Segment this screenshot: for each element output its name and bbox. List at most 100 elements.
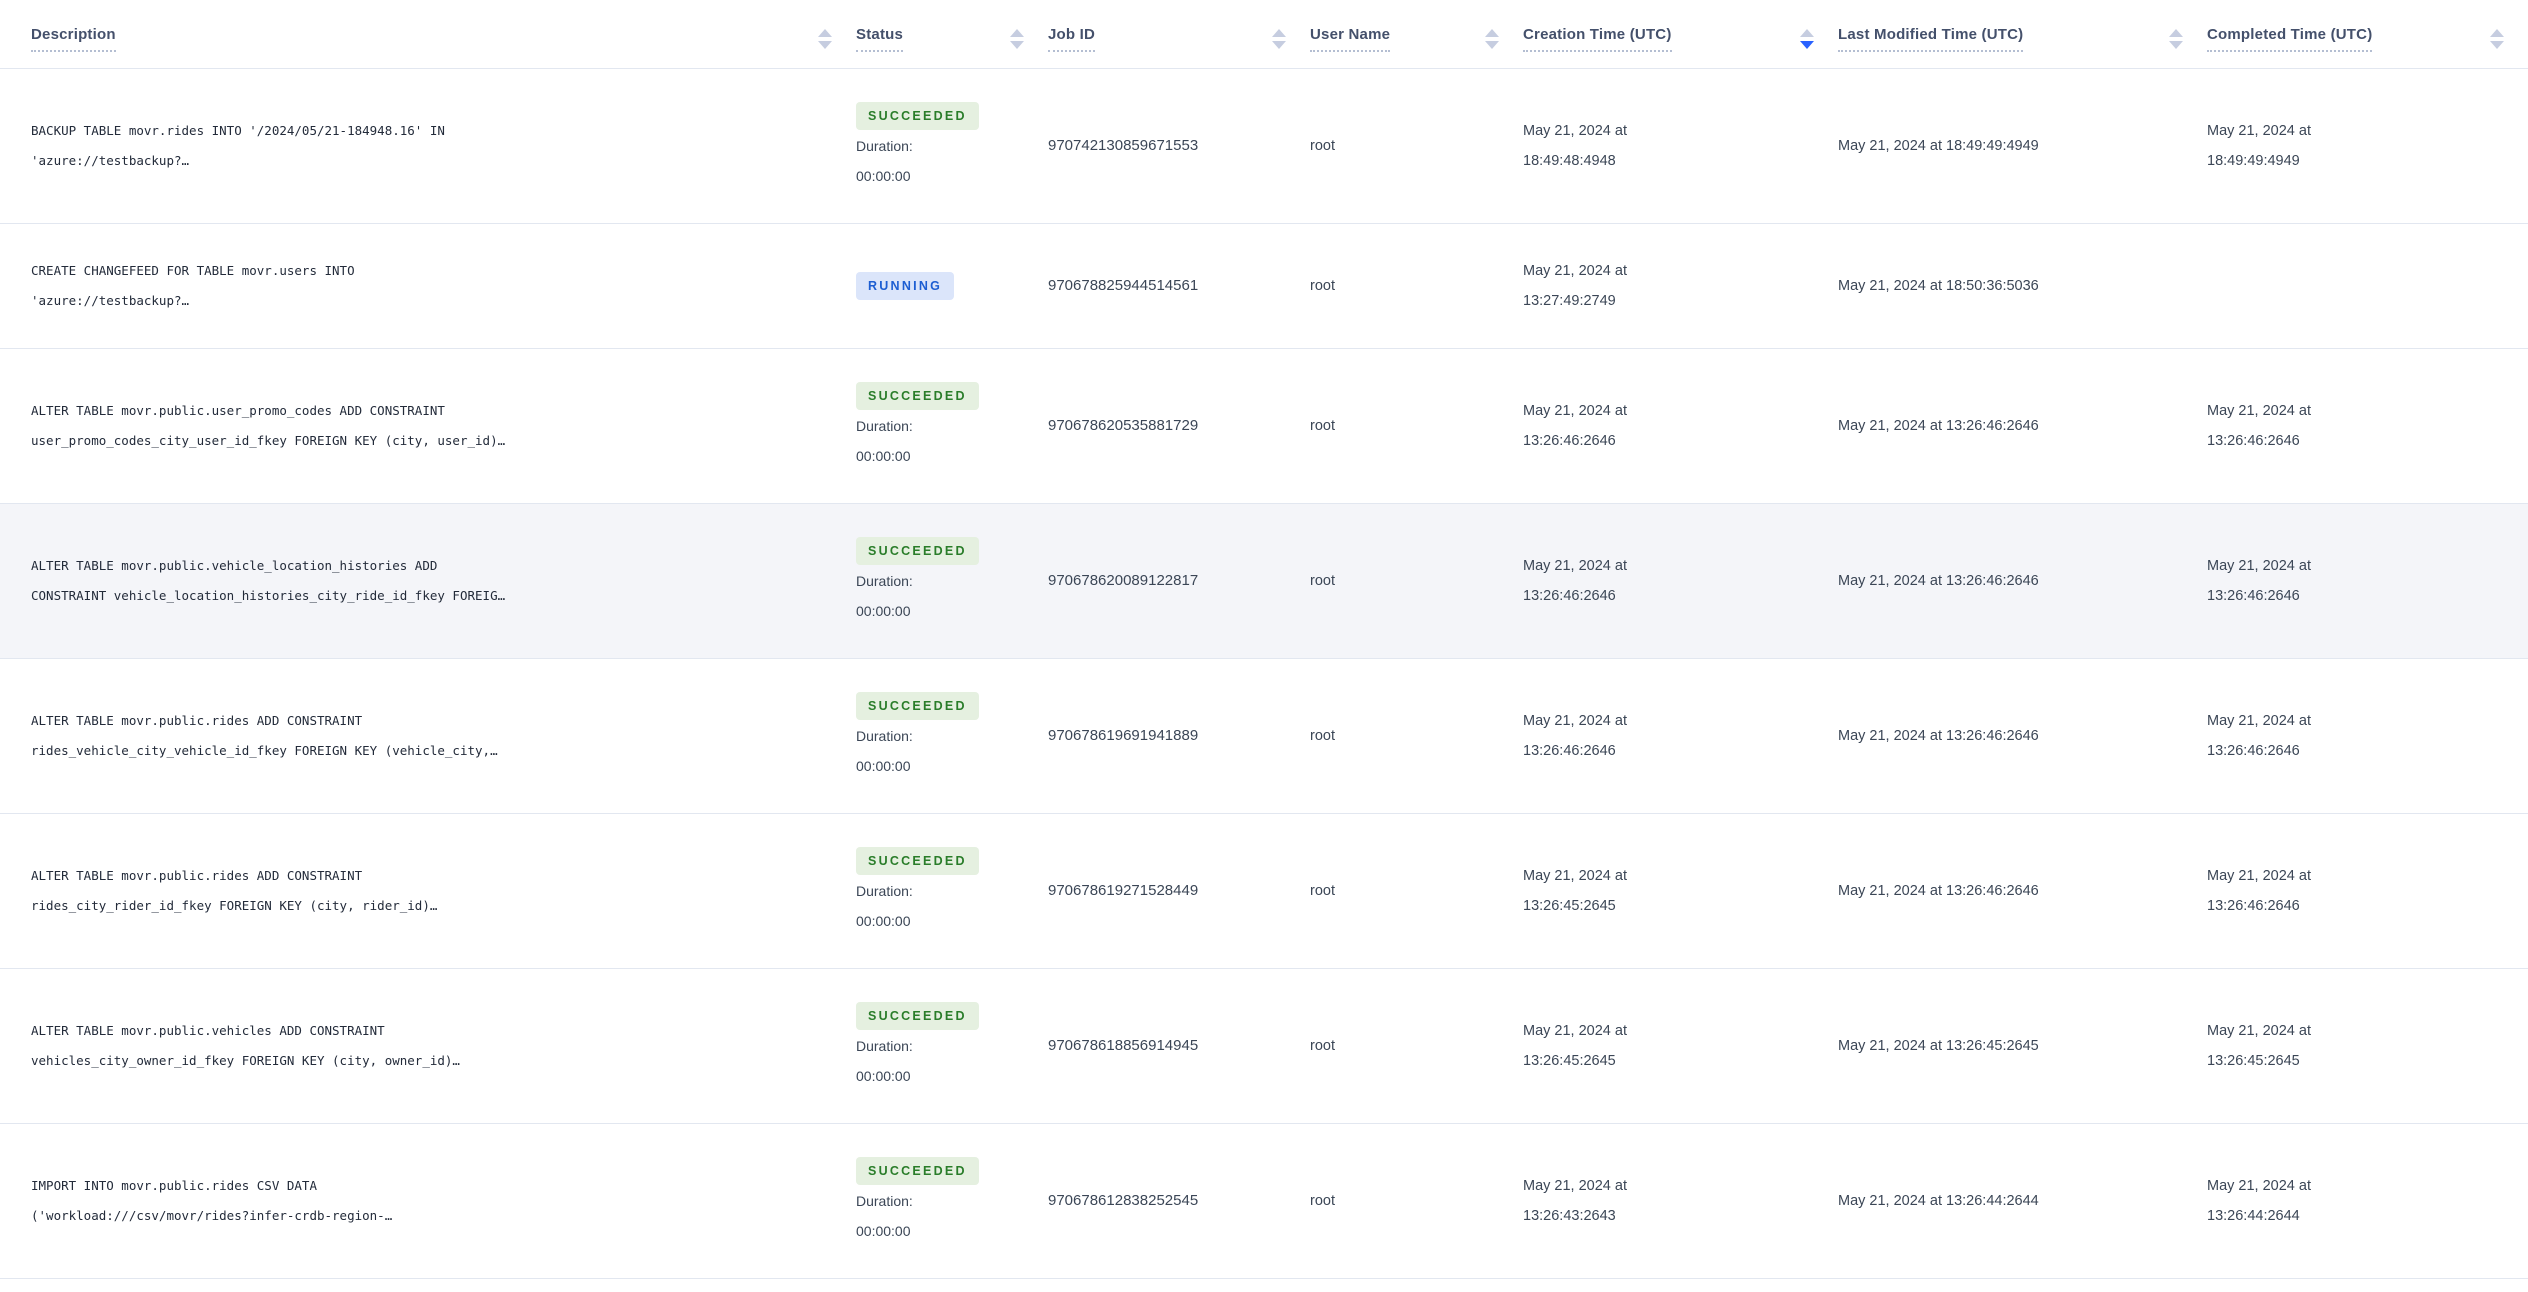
job-description-cell: ALTER TABLE movr.public.rides ADD CONSTR… <box>0 659 856 814</box>
column-header-last-modified-time[interactable]: Last Modified Time (UTC) <box>1838 0 2207 69</box>
column-header-label: Creation Time (UTC) <box>1523 26 1672 52</box>
job-description-link[interactable]: ALTER TABLE movr.public.vehicles ADD CON… <box>31 1023 460 1068</box>
job-description-cell: ALTER TABLE movr.public.rides ADD CONSTR… <box>0 814 856 969</box>
completed-time: May 21, 2024 at 18:49:49:4949 <box>2207 123 2311 169</box>
job-status-cell: SUCCEEDED Duration: 00:00:00 <box>856 69 1048 224</box>
column-header-label: User Name <box>1310 26 1391 52</box>
sort-icon <box>1485 29 1499 49</box>
job-description-link[interactable]: ALTER TABLE movr.public.vehicle_location… <box>31 558 506 603</box>
job-row: ALTER TABLE movr.public.rides ADD CONSTR… <box>0 814 2528 969</box>
job-duration: Duration: 00:00:00 <box>856 883 913 929</box>
column-header-job-id[interactable]: Job ID <box>1048 0 1310 69</box>
job-description-link[interactable]: ALTER TABLE movr.public.rides ADD CONSTR… <box>31 868 438 913</box>
creation-time: May 21, 2024 at 13:26:46:2646 <box>1523 558 1627 604</box>
status-badge: SUCCEEDED <box>856 382 979 410</box>
job-description-link[interactable]: ALTER TABLE movr.public.rides ADD CONSTR… <box>31 713 498 758</box>
last-modified-time: May 21, 2024 at 13:26:46:2646 <box>1838 418 2039 434</box>
job-description-cell: ALTER TABLE movr.public.vehicles ADD CON… <box>0 969 856 1124</box>
job-description-cell: BACKUP TABLE movr.rides INTO '/2024/05/2… <box>0 69 856 224</box>
job-id: 970678618856914945 <box>1048 1037 1199 1054</box>
user-name: root <box>1310 138 1335 154</box>
completed-time: May 21, 2024 at 13:26:46:2646 <box>2207 713 2311 759</box>
status-badge: SUCCEEDED <box>856 1157 979 1185</box>
job-row: ALTER TABLE movr.public.vehicles ADD CON… <box>0 969 2528 1124</box>
status-badge: SUCCEEDED <box>856 692 979 720</box>
job-status-cell: SUCCEEDED Duration: 00:00:00 <box>856 659 1048 814</box>
column-header-label: Description <box>31 26 116 52</box>
column-header-creation-time[interactable]: Creation Time (UTC) <box>1523 0 1838 69</box>
job-row: BACKUP TABLE movr.rides INTO '/2024/05/2… <box>0 69 2528 224</box>
sort-icon <box>1010 29 1024 49</box>
job-id: 970678620535881729 <box>1048 417 1199 434</box>
last-modified-time: May 21, 2024 at 18:49:49:4949 <box>1838 138 2039 154</box>
status-badge: SUCCEEDED <box>856 847 979 875</box>
job-status-cell: RUNNING <box>856 224 1048 349</box>
job-duration: Duration: 00:00:00 <box>856 1193 913 1239</box>
job-duration: Duration: 00:00:00 <box>856 138 913 184</box>
creation-time: May 21, 2024 at 13:26:45:2645 <box>1523 868 1627 914</box>
job-id: 970678825944514561 <box>1048 277 1199 294</box>
creation-time: May 21, 2024 at 13:26:43:2643 <box>1523 1178 1627 1224</box>
column-header-description[interactable]: Description <box>0 0 856 69</box>
completed-time: May 21, 2024 at 13:26:45:2645 <box>2207 1023 2311 1069</box>
sort-icon <box>2490 29 2504 49</box>
job-id: 970678619271528449 <box>1048 882 1199 899</box>
last-modified-time: May 21, 2024 at 18:50:36:5036 <box>1838 278 2039 294</box>
creation-time: May 21, 2024 at 13:27:49:2749 <box>1523 263 1627 309</box>
creation-time: May 21, 2024 at 13:26:46:2646 <box>1523 713 1627 759</box>
completed-time: May 21, 2024 at 13:26:44:2644 <box>2207 1178 2311 1224</box>
table-header-row: Description Status Job ID <box>0 0 2528 69</box>
completed-time: May 21, 2024 at 13:26:46:2646 <box>2207 558 2311 604</box>
job-id: 970678612838252545 <box>1048 1192 1199 1209</box>
sort-icon <box>1272 29 1286 49</box>
user-name: root <box>1310 418 1335 434</box>
column-header-label: Job ID <box>1048 26 1096 52</box>
column-header-label: Completed Time (UTC) <box>2207 26 2373 52</box>
job-description-link[interactable]: ALTER TABLE movr.public.user_promo_codes… <box>31 403 506 448</box>
job-row: ALTER TABLE movr.public.rides ADD CONSTR… <box>0 659 2528 814</box>
status-badge: SUCCEEDED <box>856 1002 979 1030</box>
user-name: root <box>1310 1038 1335 1054</box>
job-description-link[interactable]: IMPORT INTO movr.public.rides CSV DATA (… <box>31 1178 393 1223</box>
column-header-label: Status <box>856 26 904 52</box>
last-modified-time: May 21, 2024 at 13:26:46:2646 <box>1838 728 2039 744</box>
job-id: 970742130859671553 <box>1048 137 1199 154</box>
user-name: root <box>1310 883 1335 899</box>
completed-time: May 21, 2024 at 13:26:46:2646 <box>2207 403 2311 449</box>
job-status-cell: SUCCEEDED Duration: 00:00:00 <box>856 349 1048 504</box>
job-description-cell: CREATE CHANGEFEED FOR TABLE movr.users I… <box>0 224 856 349</box>
last-modified-time: May 21, 2024 at 13:26:46:2646 <box>1838 883 2039 899</box>
status-badge: RUNNING <box>856 272 955 300</box>
job-description-link[interactable]: CREATE CHANGEFEED FOR TABLE movr.users I… <box>31 263 355 308</box>
job-status-cell: SUCCEEDED Duration: 00:00:00 <box>856 504 1048 659</box>
column-header-label: Last Modified Time (UTC) <box>1838 26 2024 52</box>
job-status-cell: SUCCEEDED Duration: 00:00:00 <box>856 814 1048 969</box>
creation-time: May 21, 2024 at 13:26:46:2646 <box>1523 403 1627 449</box>
column-header-status[interactable]: Status <box>856 0 1048 69</box>
completed-time: May 21, 2024 at 13:26:46:2646 <box>2207 868 2311 914</box>
job-row: CREATE CHANGEFEED FOR TABLE movr.users I… <box>0 224 2528 349</box>
job-row: ALTER TABLE movr.public.user_promo_codes… <box>0 349 2528 504</box>
column-header-completed-time[interactable]: Completed Time (UTC) <box>2207 0 2528 69</box>
job-description-link[interactable]: BACKUP TABLE movr.rides INTO '/2024/05/2… <box>31 123 445 168</box>
job-id: 970678619691941889 <box>1048 727 1199 744</box>
job-row: IMPORT INTO movr.public.rides CSV DATA (… <box>0 1124 2528 1279</box>
job-description-cell: IMPORT INTO movr.public.rides CSV DATA (… <box>0 1124 856 1279</box>
job-id: 970678620089122817 <box>1048 572 1199 589</box>
column-header-user-name[interactable]: User Name <box>1310 0 1523 69</box>
job-duration: Duration: 00:00:00 <box>856 728 913 774</box>
last-modified-time: May 21, 2024 at 13:26:44:2644 <box>1838 1193 2039 1209</box>
job-description-cell: ALTER TABLE movr.public.vehicle_location… <box>0 504 856 659</box>
user-name: root <box>1310 728 1335 744</box>
user-name: root <box>1310 573 1335 589</box>
status-badge: SUCCEEDED <box>856 102 979 130</box>
job-row: ALTER TABLE movr.public.vehicle_location… <box>0 503 2528 659</box>
job-status-cell: SUCCEEDED Duration: 00:00:00 <box>856 969 1048 1124</box>
job-duration: Duration: 00:00:00 <box>856 1038 913 1084</box>
job-status-cell: SUCCEEDED Duration: 00:00:00 <box>856 1124 1048 1279</box>
user-name: root <box>1310 278 1335 294</box>
job-duration: Duration: 00:00:00 <box>856 573 913 619</box>
last-modified-time: May 21, 2024 at 13:26:46:2646 <box>1838 573 2039 589</box>
